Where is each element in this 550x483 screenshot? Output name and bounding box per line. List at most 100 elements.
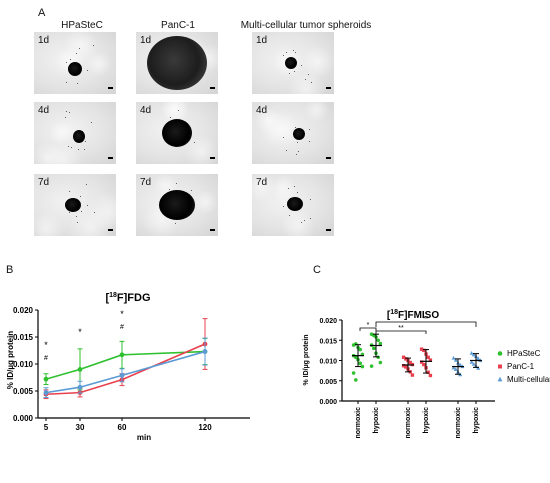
panel-a-letter: A xyxy=(38,7,46,19)
scale-bar xyxy=(108,229,113,231)
debris-dot xyxy=(193,142,195,144)
debris-dot xyxy=(282,137,284,139)
debris-dot xyxy=(294,185,296,187)
spheroid xyxy=(159,190,195,220)
panel-b-letter: B xyxy=(6,264,14,276)
fmiso-data-point xyxy=(428,358,433,362)
scale-bar xyxy=(108,87,113,89)
microscopy-tile: 4d xyxy=(136,102,218,164)
fmiso-data-point xyxy=(458,362,463,367)
debris-dot xyxy=(307,73,309,75)
debris-dot xyxy=(190,190,192,192)
fmiso-y-tick-label: 0.020 xyxy=(319,318,337,325)
legend-label: HPaSteC xyxy=(507,349,541,358)
fdg-y-axis-label: % ID/µg protein xyxy=(6,331,15,390)
fdg-uptake-chart: [18F]FDG 0.000 0.005 0.010 0.015 0.020 5 30 60 1… xyxy=(6,292,250,442)
spheroid xyxy=(68,62,82,77)
fmiso-data-point xyxy=(358,347,362,352)
fmiso-data-point xyxy=(451,365,456,370)
annotation-hash-5: # xyxy=(44,355,48,362)
fdg-data-point xyxy=(77,384,83,390)
fdg-y-tick-label: 0.000 xyxy=(13,414,34,423)
debris-dot xyxy=(67,145,69,147)
debris-dot xyxy=(66,110,68,112)
background-texture xyxy=(49,121,74,146)
spheroid xyxy=(147,36,207,90)
background-texture xyxy=(300,44,334,79)
fmiso-data-point xyxy=(426,355,430,359)
fmiso-data-point xyxy=(369,364,374,368)
day-label: 1d xyxy=(256,35,268,46)
debris-dot xyxy=(79,196,81,198)
microscopy-tile: 7d xyxy=(252,174,334,236)
scale-bar xyxy=(326,229,331,231)
fdg-x-axis-label: min xyxy=(137,433,151,442)
fmiso-legend: HPaSteC PanC-1 Multi-cellular xyxy=(497,349,550,384)
fmiso-data-point xyxy=(419,347,424,351)
fmiso-data-point xyxy=(404,357,408,361)
microscopy-tile: 1d xyxy=(136,32,218,94)
fmiso-data-point xyxy=(422,362,426,367)
sig-star-2: ** xyxy=(398,325,404,332)
fmiso-data-point xyxy=(471,352,476,357)
fmiso-data-point xyxy=(378,360,383,365)
debris-dot xyxy=(308,128,310,130)
fdg-data-point xyxy=(43,390,49,396)
fdg-y-tick-label: 0.010 xyxy=(13,360,34,369)
spheroid xyxy=(292,128,305,141)
fmiso-y-tick-label: 0.010 xyxy=(319,359,337,366)
background-texture xyxy=(34,141,64,164)
debris-dot xyxy=(298,150,300,152)
debris-dot xyxy=(282,54,284,56)
fmiso-x-tick-label: normoxic xyxy=(355,407,362,439)
fmiso-data-point xyxy=(469,359,474,364)
day-label: 4d xyxy=(256,105,268,116)
fdg-data-point xyxy=(43,376,49,382)
spheroid xyxy=(287,196,304,211)
fmiso-title: [18F]FMISO xyxy=(387,309,439,321)
fdg-x-tick-label: 30 xyxy=(76,423,85,432)
fmiso-data-point xyxy=(376,338,380,343)
debris-dot xyxy=(175,222,177,224)
debris-dot xyxy=(69,191,71,192)
fmiso-y-tick-label: 0.015 xyxy=(319,338,337,345)
fmiso-data-point xyxy=(408,360,412,365)
fmiso-data-point xyxy=(422,348,426,353)
fdg-x-tick-label: 120 xyxy=(198,423,212,432)
fmiso-data-point xyxy=(372,346,376,351)
fmiso-x-tick-label: hypoxic xyxy=(373,407,380,434)
debris-dot xyxy=(76,52,78,54)
debris-dot xyxy=(78,47,80,49)
legend-marker xyxy=(497,351,503,356)
fdg-x-tick-label: 60 xyxy=(118,423,127,432)
debris-dot xyxy=(304,78,306,80)
debris-dot xyxy=(168,189,170,191)
day-label: 7d xyxy=(256,177,268,188)
fmiso-data-point xyxy=(453,357,458,362)
fdg-title: [18F]FDG xyxy=(105,292,150,304)
fmiso-data-point xyxy=(453,367,458,372)
debris-dot xyxy=(83,149,85,151)
fmiso-x-tick-label: hypoxic xyxy=(473,407,480,434)
debris-dot xyxy=(80,211,82,213)
debris-dot xyxy=(309,140,311,142)
debris-dot xyxy=(93,211,95,213)
microscopy-tile: 1d xyxy=(252,32,334,94)
microscopy-tile: 7d xyxy=(136,174,218,236)
microscopy-tile: 4d xyxy=(34,102,116,164)
legend-label: PanC-1 xyxy=(507,362,535,371)
fmiso-data-point xyxy=(401,364,406,368)
debris-dot xyxy=(282,206,284,208)
debris-dot xyxy=(68,212,70,214)
column-title-hpastec: HPaSteC xyxy=(61,20,103,31)
fmiso-data-point xyxy=(360,364,365,369)
day-label: 1d xyxy=(140,35,152,46)
fmiso-data-point xyxy=(410,373,415,377)
fmiso-data-point xyxy=(354,378,358,382)
fmiso-data-point xyxy=(354,355,358,360)
debris-dot xyxy=(87,204,89,206)
background-texture xyxy=(303,102,330,122)
spheroid xyxy=(64,198,81,212)
debris-dot xyxy=(285,150,287,152)
microscopy-tile: 4d xyxy=(252,102,334,164)
